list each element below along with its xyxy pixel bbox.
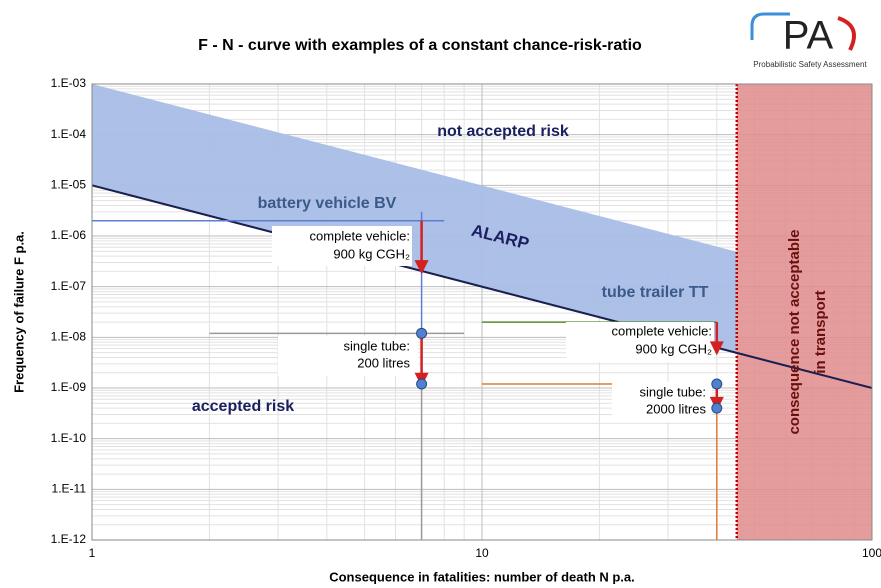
y-tick-label: 1.E-11 — [52, 482, 87, 496]
y-tick-label: 1.E-07 — [51, 279, 87, 293]
marker — [416, 378, 428, 390]
arrow — [414, 333, 429, 387]
annotation: accepted risk — [192, 398, 294, 415]
annotation: 200 litres — [357, 355, 410, 370]
y-tick-label: 1.E-04 — [51, 127, 87, 141]
x-tick-label: 100 — [862, 546, 881, 560]
y-axis-label: Frequency of failure F p.a. — [11, 231, 26, 393]
logo-subtitle: Probabilistic Safety Assessment — [753, 60, 867, 69]
y-tick-label: 1.E-05 — [51, 178, 87, 192]
annotation: in transport — [812, 290, 829, 373]
annotation: single tube: — [640, 384, 707, 399]
marker — [711, 378, 723, 390]
annotation: 2000 litres — [646, 401, 706, 416]
label-box — [272, 226, 412, 266]
logo-frame — [750, 12, 790, 40]
logo-text: PA — [783, 14, 834, 58]
label-box — [566, 322, 714, 362]
x-tick-label: 1 — [89, 546, 96, 560]
y-tick-label: 1.E-06 — [51, 228, 87, 242]
logo: PA Probabilistic Safety Assessment — [750, 12, 867, 69]
marker — [416, 327, 428, 339]
annotation: complete vehicle: — [310, 228, 410, 243]
plot-frame — [91, 83, 873, 541]
arrow — [709, 322, 724, 356]
risk-line — [91, 184, 873, 389]
annotation: battery vehicle BV — [258, 195, 397, 212]
annotation: 900 kg CGH₂ — [635, 341, 712, 356]
x-tick-label: 10 — [475, 546, 489, 560]
annotation: not accepted risk — [437, 123, 569, 140]
marker — [711, 402, 723, 414]
y-tick-label: 1.E-08 — [51, 330, 87, 344]
annotation: consequence not acceptable — [786, 229, 803, 434]
x-axis-label: Consequence in fatalities: number of dea… — [329, 569, 635, 584]
y-tick-label: 1.E-10 — [51, 431, 87, 445]
annotation: complete vehicle: — [612, 323, 712, 338]
logo-arc — [837, 16, 856, 51]
annotation: single tube: — [344, 338, 411, 353]
chart-title: F - N - curve with examples of a constan… — [198, 37, 642, 54]
arrow — [414, 220, 429, 275]
label-box — [278, 336, 418, 376]
y-tick-label: 1.E-09 — [51, 380, 87, 394]
annotation: tube trailer TT — [602, 284, 709, 301]
y-tick-label: 1.E-12 — [51, 532, 87, 546]
y-tick-label: 1.E-03 — [51, 76, 87, 90]
limit-zone — [736, 84, 872, 540]
alarp-band — [92, 84, 737, 353]
annotation: 900 kg CGH₂ — [333, 246, 410, 261]
label-box — [612, 382, 712, 422]
